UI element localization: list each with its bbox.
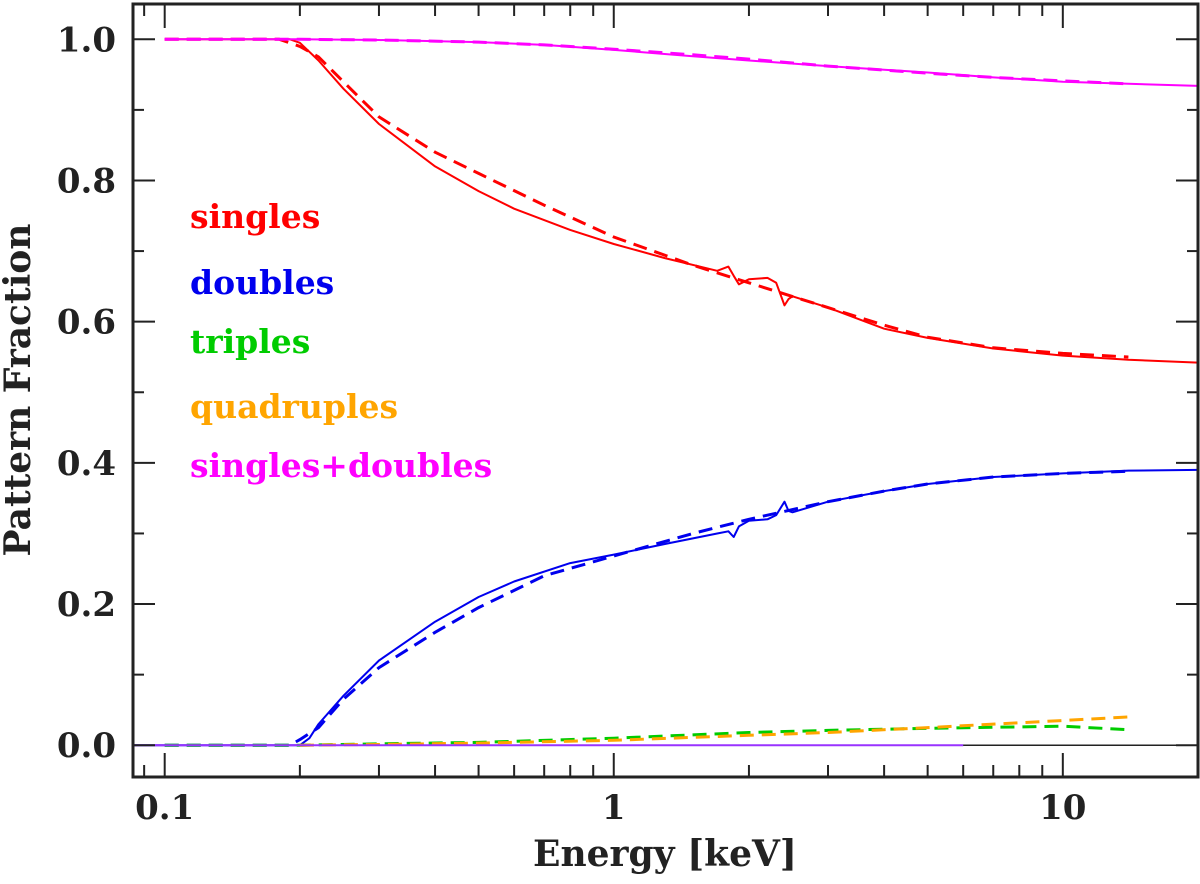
tick-layer: 0.1 1 10 0.0 0.2 0.4 0.6 0.8 1.0: [57, 4, 1199, 828]
x-tick-label: 0.1: [135, 788, 194, 828]
series-line-doubles-measured: [133, 468, 1199, 747]
x-tick-label: 1: [602, 788, 626, 828]
y-tick-label: 0.2: [57, 585, 116, 625]
series-line-singles-model: [164, 37, 1129, 359]
series-line-singles-measured: [164, 38, 1199, 364]
plot-frame: [131, 2, 1200, 779]
y-axis-label: Pattern Fraction: [0, 224, 39, 557]
series-layer: [133, 37, 1199, 747]
series-line-doubles-model: [164, 469, 1129, 747]
y-tick-label: 0.0: [57, 726, 116, 766]
legend-item-singles: singles: [190, 197, 320, 236]
x-tick-label: 10: [1039, 788, 1086, 828]
legend-item-quadruples: quadruples: [190, 387, 398, 426]
y-tick-label: 0.6: [57, 303, 116, 343]
series-line-quadruples-model: [299, 715, 1129, 747]
x-axis-label: Energy [keV]: [533, 833, 797, 875]
y-tick-label: 0.8: [57, 161, 116, 201]
y-tick-label: 0.4: [57, 444, 116, 484]
legend-item-singles-doubles: singles+doubles: [190, 446, 492, 485]
legend-item-triples: triples: [190, 322, 310, 361]
legend-item-doubles: doubles: [190, 263, 334, 302]
series-line-singles-doubles-model: [164, 37, 1129, 86]
series-line-triples-model: [164, 724, 1129, 747]
y-tick-label: 1.0: [57, 20, 116, 60]
legend: singles doubles triples quadruples singles+d…: [190, 197, 492, 485]
